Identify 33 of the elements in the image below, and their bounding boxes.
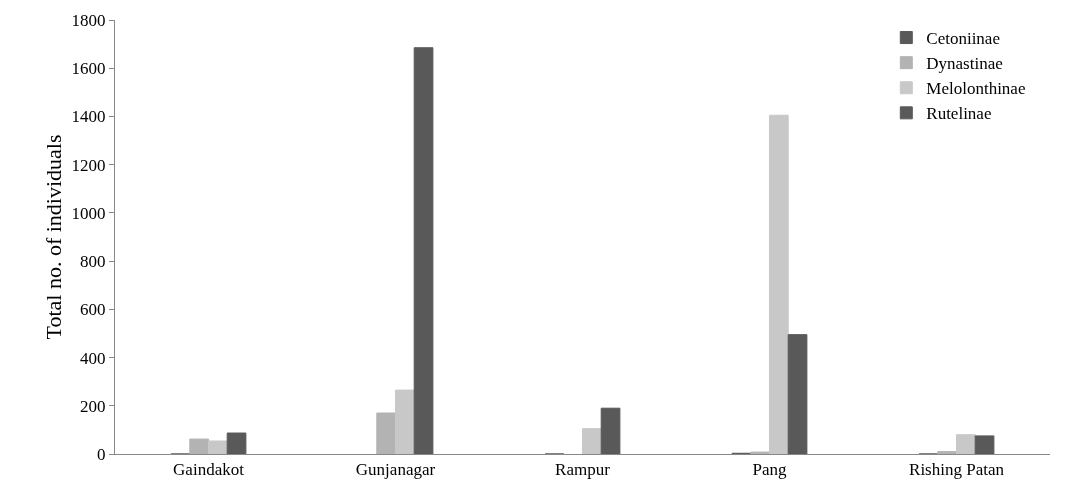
y-tick-label: 1800 bbox=[71, 10, 106, 30]
y-tick-label: 1000 bbox=[71, 203, 106, 223]
legend-label: Dynastinae bbox=[926, 54, 1003, 74]
bar bbox=[208, 440, 228, 454]
legend-label: Rutelinae bbox=[926, 104, 992, 124]
y-tick-label: 0 bbox=[97, 444, 106, 464]
x-tick-label: Gaindakot bbox=[173, 460, 245, 480]
bar bbox=[376, 412, 396, 454]
y-tick-label: 200 bbox=[80, 396, 106, 416]
legend-label: Cetoniinae bbox=[926, 29, 1000, 49]
bar bbox=[226, 432, 247, 454]
bar bbox=[787, 334, 808, 454]
bar bbox=[600, 407, 621, 454]
bar bbox=[937, 451, 957, 454]
y-tick-label: 1600 bbox=[71, 59, 106, 79]
bar bbox=[769, 114, 789, 454]
y-axis-title: Total no. of individuals bbox=[41, 134, 66, 340]
bar bbox=[413, 47, 434, 454]
y-tick-label: 600 bbox=[80, 300, 106, 320]
y-tick-label: 800 bbox=[80, 252, 106, 272]
x-tick-label: Pang bbox=[752, 460, 787, 480]
x-tick-label: Gunjanagar bbox=[355, 460, 436, 480]
bar bbox=[956, 434, 976, 454]
legend-label: Melolonthinae bbox=[926, 79, 1026, 99]
x-tick-label: Rampur bbox=[555, 460, 611, 480]
bar bbox=[395, 389, 415, 454]
bar bbox=[974, 435, 995, 454]
bar bbox=[582, 428, 602, 454]
y-tick-label: 400 bbox=[80, 348, 106, 368]
y-tick-label: 1400 bbox=[71, 107, 106, 127]
x-tick-label: Rishing Patan bbox=[909, 460, 1005, 480]
y-tick-label: 1200 bbox=[71, 155, 106, 175]
bar bbox=[189, 438, 209, 454]
